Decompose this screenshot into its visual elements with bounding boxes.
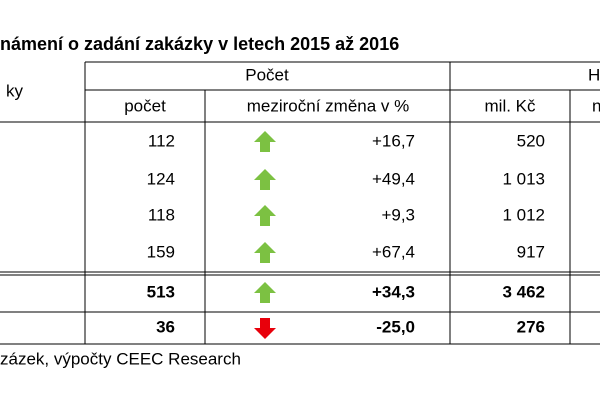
cell: 3 462 <box>502 282 545 301</box>
trend-arrow <box>254 205 276 226</box>
header-cell: meziroční změna v % <box>247 96 410 115</box>
header-cell: mil. Kč <box>485 96 537 115</box>
header-cell: Počet <box>245 65 289 84</box>
cell: 1 012 <box>502 205 545 224</box>
cell: +16,7 <box>372 131 415 150</box>
cell: +67,4 <box>372 242 415 261</box>
header-cell: H <box>588 65 600 84</box>
cell: 159 <box>147 242 175 261</box>
cell: 112 <box>148 131 175 150</box>
cell: +9,3 <box>381 205 415 224</box>
trend-arrow <box>254 282 276 303</box>
trend-arrow <box>254 318 276 339</box>
cell: 1 013 <box>502 169 545 188</box>
cell: 917 <box>517 242 545 261</box>
trend-arrow <box>254 169 276 190</box>
cell: 36 <box>156 317 175 336</box>
cell: 118 <box>148 205 175 224</box>
cell: 276 <box>517 317 545 336</box>
header-cell: počet <box>124 96 166 115</box>
cell: 520 <box>517 131 545 150</box>
trend-arrow <box>254 242 276 263</box>
cell: 513 <box>147 282 175 301</box>
header-cell: ky <box>6 81 24 100</box>
cell: +34,3 <box>372 282 415 301</box>
cell: +49,4 <box>372 169 415 188</box>
footnote: zázek, výpočty CEEC Research <box>0 349 241 368</box>
cell: 124 <box>147 169 175 188</box>
cell: -25,0 <box>376 317 415 336</box>
title: námení o zadání zakázky v letech 2015 až… <box>0 34 399 54</box>
header-cell: n <box>592 96 600 115</box>
trend-arrow <box>254 131 276 152</box>
